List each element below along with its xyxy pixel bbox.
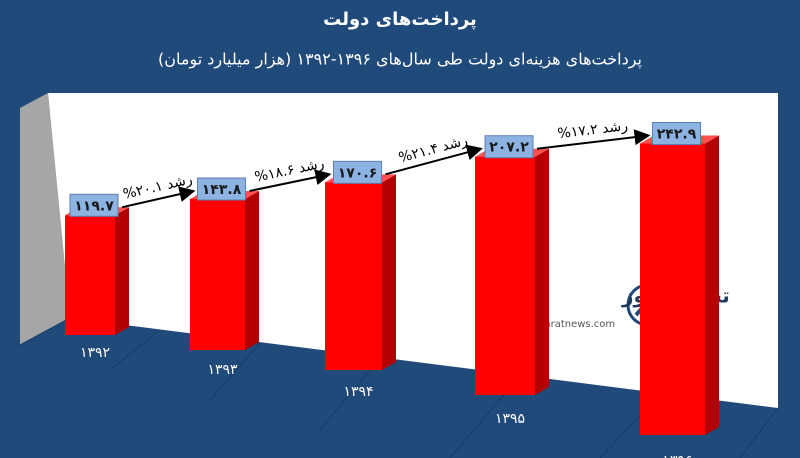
bar-side [382,174,396,370]
x-tick-label: ۱۳۹۶ [662,453,692,458]
value-label-box [197,177,246,201]
bar [640,143,705,435]
x-tick-label: ۱۳۹۵ [495,411,525,427]
chart-title: پرداخت‌های دولت [323,9,477,30]
bar [475,156,535,395]
value-label: ۲۰۷.۲ [489,140,529,156]
value-label-box [652,122,701,146]
x-tick-label: ۱۳۹۲ [80,345,110,361]
chart-subtitle: پرداخت‌های هزینه‌ای دولت طی سال‌های ۱۳۹۶… [158,50,642,70]
bar-side [245,191,259,350]
value-label-box [333,160,382,184]
x-tick-label: ۱۳۹۳ [207,362,238,378]
x-tick-label: ۱۳۹۴ [343,384,373,400]
bar [190,199,245,350]
side-wall [20,93,70,345]
value-label-box [484,135,534,159]
growth-arrow [385,144,483,176]
bar [65,215,115,335]
value-label: ۱۴۳.۸ [202,182,242,198]
bar-side [115,207,129,335]
growth-arrow [121,186,196,209]
growth-arrow [249,169,332,192]
value-label: ۲۴۲.۹ [657,127,697,143]
watermark-url: www.tejaratnews.com [505,319,615,330]
growth-arrow [536,129,651,150]
value-label: ۱۷۰.۶ [338,165,378,181]
value-label-box [69,193,119,217]
bar-side [705,135,719,435]
value-label: ۱۱۹.۷ [74,198,114,214]
bar-side [535,148,549,395]
bar [325,182,382,370]
